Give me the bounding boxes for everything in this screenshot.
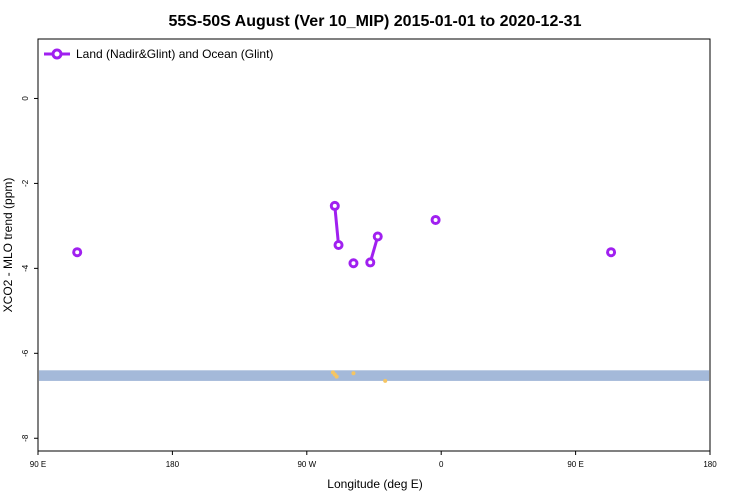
x-tick-label-4: 90 E bbox=[567, 460, 583, 469]
x-tick-label-5: 180 bbox=[703, 460, 717, 469]
data-point-1-0 bbox=[329, 200, 340, 211]
x-axis-label: Longitude (deg E) bbox=[327, 477, 422, 491]
y-tick-label-1: -2 bbox=[21, 179, 30, 187]
data-point-3-1 bbox=[372, 231, 383, 242]
chart-title: 55S-50S August (Ver 10_MIP) 2015-01-01 t… bbox=[169, 13, 582, 30]
y-tick-label-3: -6 bbox=[21, 349, 30, 357]
x-tick-label-0: 90 E bbox=[30, 460, 46, 469]
x-tick-label-2: 90 W bbox=[297, 460, 316, 469]
band-marker-4 bbox=[383, 378, 388, 383]
series-layer bbox=[72, 200, 617, 269]
legend: Land (Nadir&Glint) and Ocean (Glint) bbox=[44, 47, 273, 61]
data-point-4-0 bbox=[430, 214, 441, 225]
legend-marker bbox=[51, 48, 63, 60]
x-tick-label-3: 0 bbox=[439, 460, 444, 469]
data-point-5-0 bbox=[606, 247, 617, 258]
y-tick-label-0: 0 bbox=[21, 96, 30, 101]
data-point-2-0 bbox=[348, 258, 359, 269]
y-tick-label-4: -8 bbox=[21, 434, 30, 442]
data-point-1-1 bbox=[333, 240, 344, 250]
data-point-3-0 bbox=[365, 257, 376, 268]
x-tick-label-1: 180 bbox=[166, 460, 180, 469]
band-rect bbox=[39, 370, 709, 381]
data-point-0-0 bbox=[72, 247, 83, 258]
band-marker-2 bbox=[334, 374, 339, 379]
band-marker-3 bbox=[351, 371, 356, 376]
series-line-1 bbox=[333, 205, 341, 246]
legend-label: Land (Nadir&Glint) and Ocean (Glint) bbox=[76, 47, 273, 61]
y-tick-label-2: -4 bbox=[21, 264, 30, 272]
y-axis-label: XCO2 - MLO trend (ppm) bbox=[1, 178, 15, 313]
x-axis-ticks: 90 E 180 90 W 0 90 E 180 bbox=[30, 451, 717, 469]
y-axis-ticks: 0 -2 -4 -6 -8 bbox=[21, 96, 38, 442]
surface-band bbox=[39, 370, 709, 383]
